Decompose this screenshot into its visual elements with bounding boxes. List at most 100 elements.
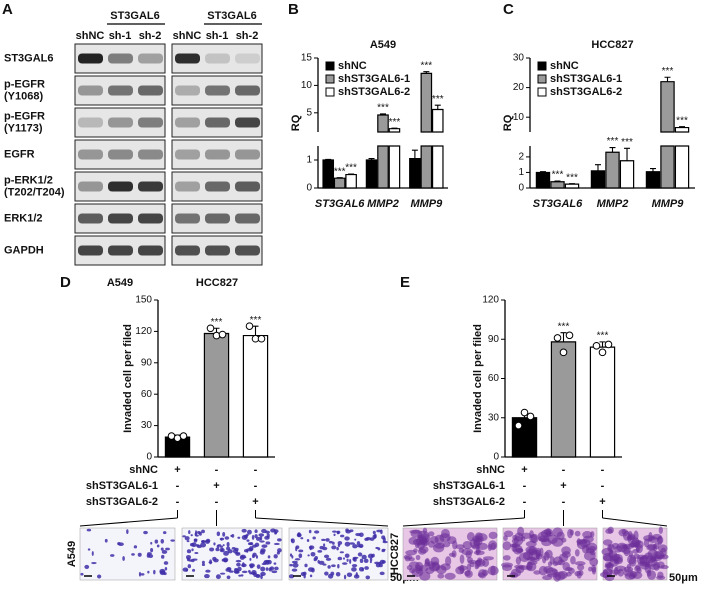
cell bbox=[189, 543, 195, 547]
cell bbox=[182, 535, 186, 538]
cell bbox=[408, 557, 415, 562]
cell bbox=[574, 570, 581, 577]
cell bbox=[148, 554, 154, 559]
significance: *** bbox=[250, 315, 262, 326]
cell bbox=[220, 538, 223, 541]
cell bbox=[372, 534, 377, 540]
x-tick-label: ST3GAL6 bbox=[533, 198, 583, 210]
cell bbox=[569, 529, 574, 536]
cell bbox=[331, 545, 337, 550]
row-label: ST3GAL6 bbox=[4, 52, 54, 64]
cell bbox=[363, 558, 369, 564]
cell bbox=[255, 536, 262, 541]
data-point bbox=[592, 341, 601, 350]
y-tick-label: 5 bbox=[306, 107, 312, 118]
cell bbox=[265, 541, 271, 545]
y-axis-label: Invaded cell per filed bbox=[122, 324, 134, 433]
blot-band bbox=[108, 213, 133, 224]
cell bbox=[646, 544, 656, 551]
significance: *** bbox=[662, 66, 674, 77]
cell bbox=[574, 561, 586, 566]
cell bbox=[298, 553, 303, 559]
cell bbox=[219, 547, 225, 553]
condition-name: shNC bbox=[129, 464, 158, 476]
cell bbox=[511, 538, 519, 544]
cell bbox=[205, 569, 211, 573]
bar bbox=[242, 334, 269, 458]
cell bbox=[226, 575, 231, 580]
legend-label: shNC bbox=[338, 60, 367, 72]
cell bbox=[302, 571, 307, 576]
cell bbox=[162, 531, 167, 535]
cell bbox=[314, 555, 318, 560]
cell bbox=[319, 545, 324, 550]
cell-line: HCC827 bbox=[196, 277, 238, 289]
bar bbox=[590, 170, 606, 189]
cell bbox=[267, 559, 272, 565]
bar bbox=[345, 173, 357, 189]
lane-label: sh-2 bbox=[236, 30, 259, 42]
bar bbox=[322, 159, 335, 189]
blot-band bbox=[205, 53, 230, 64]
y-tick-label: 1 bbox=[306, 155, 312, 166]
cell bbox=[462, 540, 473, 550]
cell bbox=[209, 547, 215, 552]
cell bbox=[518, 565, 529, 571]
cell bbox=[246, 533, 249, 537]
error-bar bbox=[539, 171, 546, 173]
cell bbox=[240, 574, 244, 577]
x-tick-label: MMP2 bbox=[597, 198, 629, 210]
cell bbox=[345, 528, 349, 532]
cell bbox=[501, 562, 513, 568]
blot-band bbox=[78, 149, 103, 160]
cell bbox=[163, 561, 169, 565]
significance: *** bbox=[334, 166, 346, 177]
cell bbox=[361, 567, 364, 572]
bar bbox=[365, 159, 378, 189]
cell bbox=[259, 550, 265, 555]
cell bbox=[84, 564, 90, 570]
legend-label: shST3GAL6-2 bbox=[550, 86, 622, 98]
y-tick-label: 0 bbox=[493, 452, 499, 463]
significance: *** bbox=[566, 172, 578, 183]
error-bar bbox=[348, 173, 355, 175]
bar bbox=[605, 151, 620, 189]
cell bbox=[478, 569, 487, 579]
significance: *** bbox=[552, 170, 564, 181]
cell bbox=[194, 551, 199, 554]
cell bbox=[242, 556, 247, 559]
blot-band bbox=[108, 117, 133, 128]
x-tick-label: MMP2 bbox=[367, 198, 399, 210]
cell bbox=[242, 562, 245, 567]
cell bbox=[138, 571, 142, 577]
cell bbox=[646, 569, 652, 577]
cell bbox=[490, 565, 496, 576]
cell bbox=[409, 529, 421, 534]
blot-band bbox=[78, 213, 103, 224]
lane-label: shNC bbox=[173, 30, 202, 42]
cell bbox=[554, 571, 566, 581]
cell bbox=[187, 564, 192, 569]
cell bbox=[331, 564, 336, 568]
error-bar bbox=[325, 158, 332, 160]
cell bbox=[660, 564, 669, 570]
cell bbox=[104, 538, 108, 543]
cell bbox=[191, 548, 194, 552]
significance: *** bbox=[211, 317, 223, 328]
cell bbox=[482, 558, 490, 568]
cell bbox=[234, 547, 239, 552]
blot-band bbox=[108, 85, 133, 96]
cell bbox=[201, 560, 205, 565]
row-label: p-ERK1/2 bbox=[4, 174, 53, 186]
blot-band bbox=[175, 85, 200, 96]
cell bbox=[247, 529, 252, 535]
y-tick-label: 60 bbox=[141, 389, 153, 400]
cell bbox=[223, 550, 229, 556]
cell bbox=[255, 555, 259, 559]
bar bbox=[535, 171, 551, 189]
cell bbox=[542, 555, 547, 564]
blot-band bbox=[235, 149, 260, 160]
cell bbox=[265, 567, 269, 571]
error-bar bbox=[391, 127, 398, 129]
